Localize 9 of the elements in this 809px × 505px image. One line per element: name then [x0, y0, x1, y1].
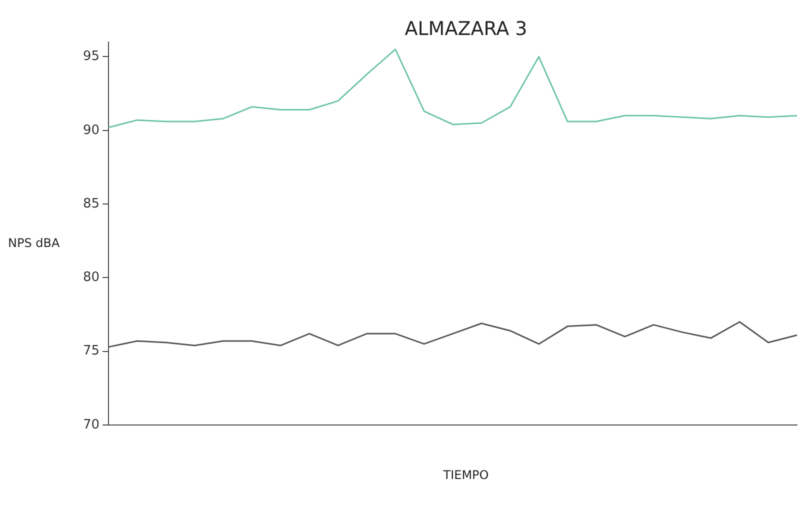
y-tick-label: 95: [82, 49, 100, 64]
y-axis-title: NPS dBA: [8, 236, 60, 250]
chart-title: ALMAZARA 3: [404, 18, 528, 40]
y-tick-label: 75: [82, 344, 100, 359]
y-tick-label: 85: [82, 196, 100, 212]
y-tick-label: 70: [82, 417, 100, 432]
y-tick-label: 80: [82, 270, 100, 286]
x-axis-title: TIEMPO: [442, 468, 490, 482]
y-tick-label: 90: [82, 122, 100, 138]
